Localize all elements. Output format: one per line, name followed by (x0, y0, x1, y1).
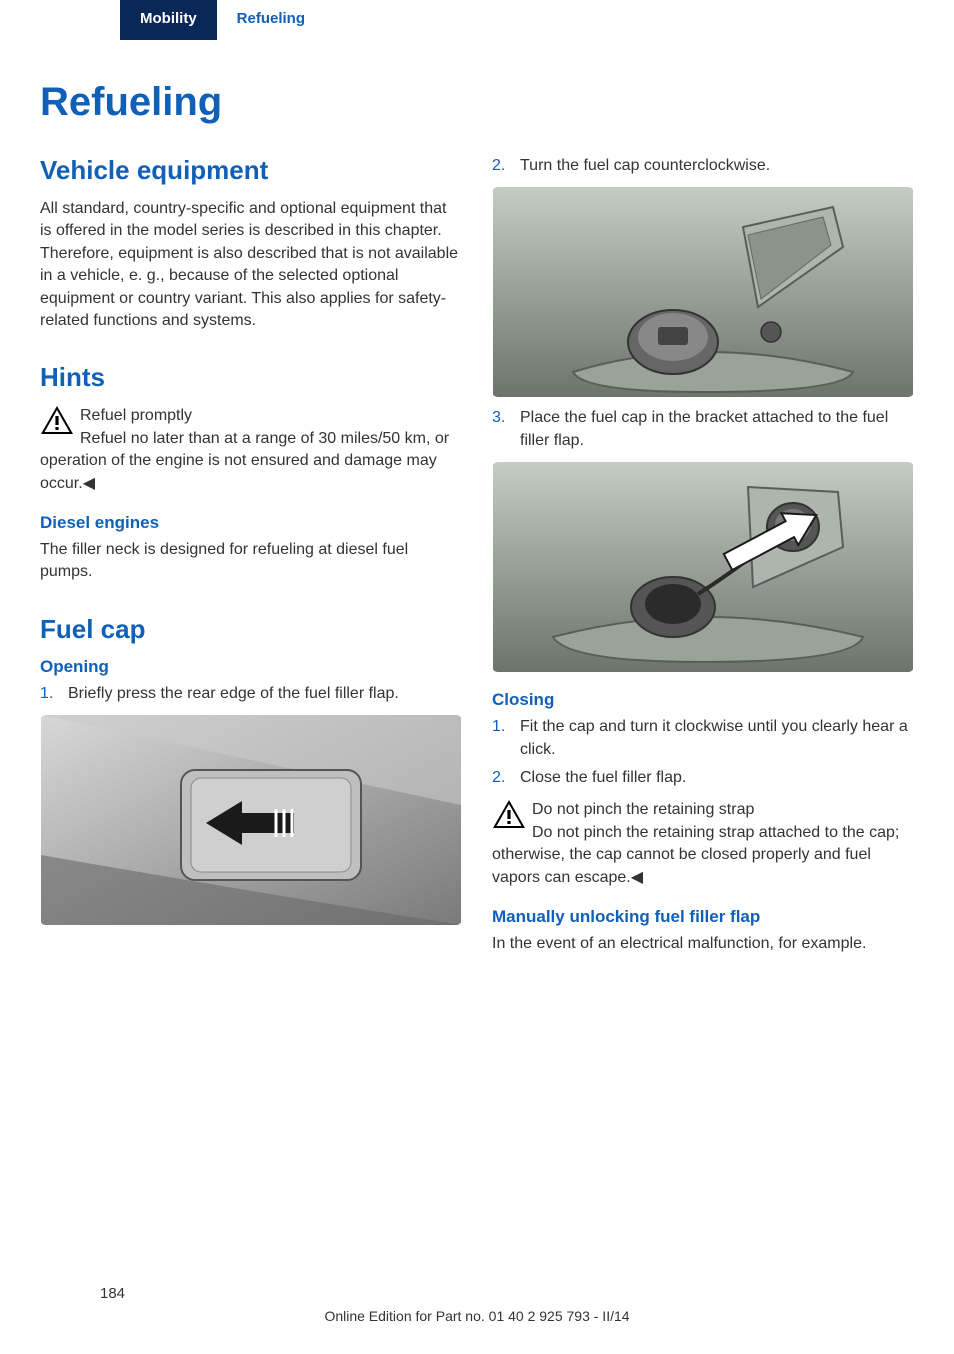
closing-step-2: Close the fuel filler flap. (492, 767, 914, 789)
heading-diesel: Diesel engines (40, 513, 462, 533)
opening-steps-1: Briefly press the rear edge of the fuel … (40, 683, 462, 705)
footer-text: Online Edition for Part no. 01 40 2 925 … (40, 1308, 914, 1324)
closing-steps: Fit the cap and turn it clockwise until … (492, 716, 914, 789)
warning-title-strap: Do not pinch the retaining strap (532, 801, 754, 818)
figure-fuel-cap-bracket (492, 462, 914, 672)
closing-step-1: Fit the cap and turn it clockwise until … (492, 716, 914, 761)
opening-step-3: Place the fuel cap in the bracket attach… (492, 407, 914, 452)
warning-refuel-promptly: Refuel promptly Refuel no later than at … (40, 405, 462, 495)
text-vehicle-equipment: All standard, country-specific and optio… (40, 198, 462, 332)
opening-steps-3: Place the fuel cap in the bracket attach… (492, 407, 914, 452)
opening-step-1: Briefly press the rear edge of the fuel … (40, 683, 462, 705)
warning-body: Refuel no later than at a range of 30 mi… (40, 430, 449, 492)
heading-vehicle-equipment: Vehicle equipment (40, 155, 462, 186)
warning-retaining-strap: Do not pinch the retaining strap Do not … (492, 799, 914, 889)
footer: 184 Online Edition for Part no. 01 40 2 … (0, 1285, 954, 1324)
warning-icon (40, 405, 74, 435)
header-subsection: Refueling (217, 0, 325, 40)
heading-fuel-cap: Fuel cap (40, 614, 462, 645)
figure-fuel-flap-press (40, 715, 462, 925)
right-column: Turn the fuel cap counterclockwise. (492, 155, 914, 963)
warning-icon (492, 799, 526, 829)
left-column: Vehicle equipment All standard, country-… (40, 155, 462, 963)
figure-fuel-cap-turn (492, 187, 914, 397)
warning-body-strap: Do not pinch the retaining strap attache… (492, 824, 899, 886)
page-number: 184 (100, 1285, 914, 1302)
warning-title: Refuel promptly (80, 407, 192, 424)
header-section: Mobility (120, 0, 217, 40)
heading-opening: Opening (40, 657, 462, 677)
page-title: Refueling (40, 80, 954, 125)
header-tabs: Mobility Refueling (120, 0, 954, 40)
heading-hints: Hints (40, 362, 462, 393)
opening-step-2: Turn the fuel cap counterclockwise. (492, 155, 914, 177)
heading-closing: Closing (492, 690, 914, 710)
text-manual-unlock: In the event of an electrical malfunctio… (492, 933, 914, 955)
text-diesel: The filler neck is designed for refuelin… (40, 539, 462, 584)
header-bar: Mobility Refueling (0, 0, 954, 40)
content-columns: Vehicle equipment All standard, country-… (0, 155, 954, 963)
opening-steps-2: Turn the fuel cap counterclockwise. (492, 155, 914, 177)
heading-manual-unlock: Manually unlocking fuel filler flap (492, 907, 914, 927)
